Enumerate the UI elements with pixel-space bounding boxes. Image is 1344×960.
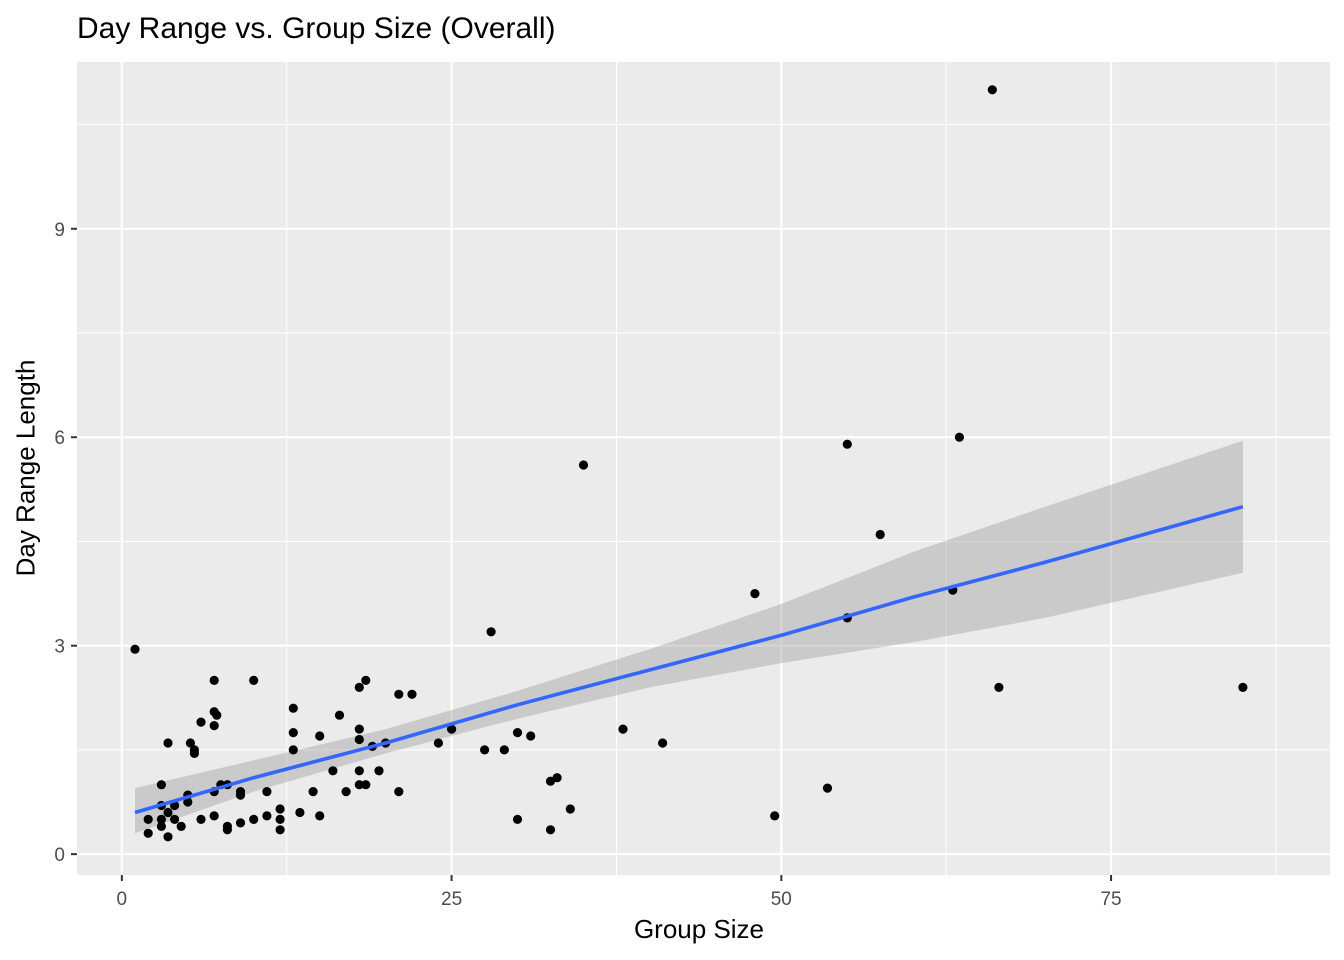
data-point bbox=[618, 724, 628, 734]
data-point bbox=[1238, 682, 1248, 693]
data-point bbox=[394, 787, 404, 797]
data-point bbox=[486, 627, 496, 637]
data-point bbox=[288, 728, 298, 738]
plot-panel bbox=[77, 62, 1330, 875]
data-point bbox=[170, 814, 180, 825]
x-tick-label: 50 bbox=[771, 889, 792, 910]
data-point bbox=[578, 460, 589, 470]
data-point bbox=[407, 689, 417, 699]
data-point bbox=[209, 811, 219, 821]
data-point bbox=[209, 675, 219, 686]
y-tick-label: 0 bbox=[54, 845, 65, 866]
data-point bbox=[315, 731, 325, 741]
y-tick-label: 6 bbox=[54, 428, 65, 449]
data-point bbox=[209, 721, 219, 731]
data-point bbox=[875, 529, 885, 540]
data-point bbox=[212, 710, 222, 720]
data-point bbox=[354, 734, 364, 745]
data-point bbox=[275, 804, 285, 814]
data-point bbox=[658, 738, 668, 748]
data-point bbox=[163, 807, 173, 818]
data-point bbox=[183, 797, 193, 807]
data-point bbox=[361, 675, 371, 686]
data-point bbox=[552, 773, 562, 783]
data-point bbox=[545, 825, 556, 835]
data-point bbox=[954, 432, 965, 442]
data-point bbox=[235, 818, 246, 828]
data-point bbox=[185, 738, 195, 748]
data-point bbox=[249, 675, 259, 686]
x-tick-label: 25 bbox=[441, 889, 462, 910]
data-point bbox=[565, 804, 575, 814]
data-point bbox=[354, 780, 364, 790]
data-point bbox=[499, 745, 509, 755]
data-point bbox=[196, 814, 206, 825]
data-point bbox=[374, 766, 384, 776]
data-point bbox=[143, 814, 153, 825]
data-point bbox=[334, 710, 345, 720]
data-point bbox=[512, 728, 523, 738]
data-point bbox=[235, 787, 246, 797]
data-point bbox=[842, 439, 852, 449]
data-point bbox=[447, 724, 457, 734]
data-point bbox=[770, 811, 780, 821]
data-point bbox=[295, 807, 305, 818]
y-tick-label: 3 bbox=[54, 637, 65, 658]
y-tick-label: 9 bbox=[54, 220, 65, 241]
data-point bbox=[163, 832, 173, 842]
data-point bbox=[262, 811, 272, 821]
x-tick-label: 0 bbox=[117, 889, 128, 910]
regression-line bbox=[134, 504, 1244, 815]
data-point bbox=[288, 745, 298, 755]
data-point bbox=[341, 787, 351, 797]
data-point bbox=[361, 780, 371, 790]
data-point bbox=[288, 703, 298, 713]
y-axis-label: Day Range Length bbox=[10, 359, 41, 577]
data-point bbox=[156, 821, 166, 832]
data-point bbox=[480, 745, 490, 755]
chart-title: Day Range vs. Group Size (Overall) bbox=[77, 12, 556, 45]
data-point bbox=[156, 814, 166, 825]
data-point bbox=[196, 717, 206, 727]
data-point bbox=[315, 811, 325, 821]
data-point bbox=[433, 738, 443, 748]
x-tick-label: 75 bbox=[1100, 889, 1121, 910]
data-point bbox=[750, 589, 760, 599]
data-point bbox=[308, 787, 318, 797]
data-point bbox=[156, 780, 166, 790]
data-point bbox=[994, 682, 1004, 693]
data-point bbox=[394, 689, 404, 699]
data-point bbox=[526, 731, 536, 741]
data-point bbox=[822, 783, 833, 793]
data-point bbox=[262, 787, 272, 797]
data-point bbox=[275, 825, 285, 835]
data-point bbox=[354, 766, 364, 776]
data-point bbox=[249, 814, 259, 825]
data-point bbox=[222, 825, 232, 835]
data-point bbox=[987, 85, 997, 95]
x-axis-label: Group Size bbox=[633, 914, 765, 944]
data-point bbox=[275, 814, 285, 825]
data-point bbox=[189, 745, 199, 755]
data-point bbox=[176, 821, 186, 832]
data-point bbox=[354, 724, 364, 734]
data-point bbox=[143, 828, 153, 838]
data-point bbox=[163, 738, 173, 748]
data-point bbox=[328, 766, 338, 776]
data-point bbox=[512, 814, 523, 825]
data-point bbox=[354, 682, 364, 693]
data-point bbox=[130, 644, 140, 654]
